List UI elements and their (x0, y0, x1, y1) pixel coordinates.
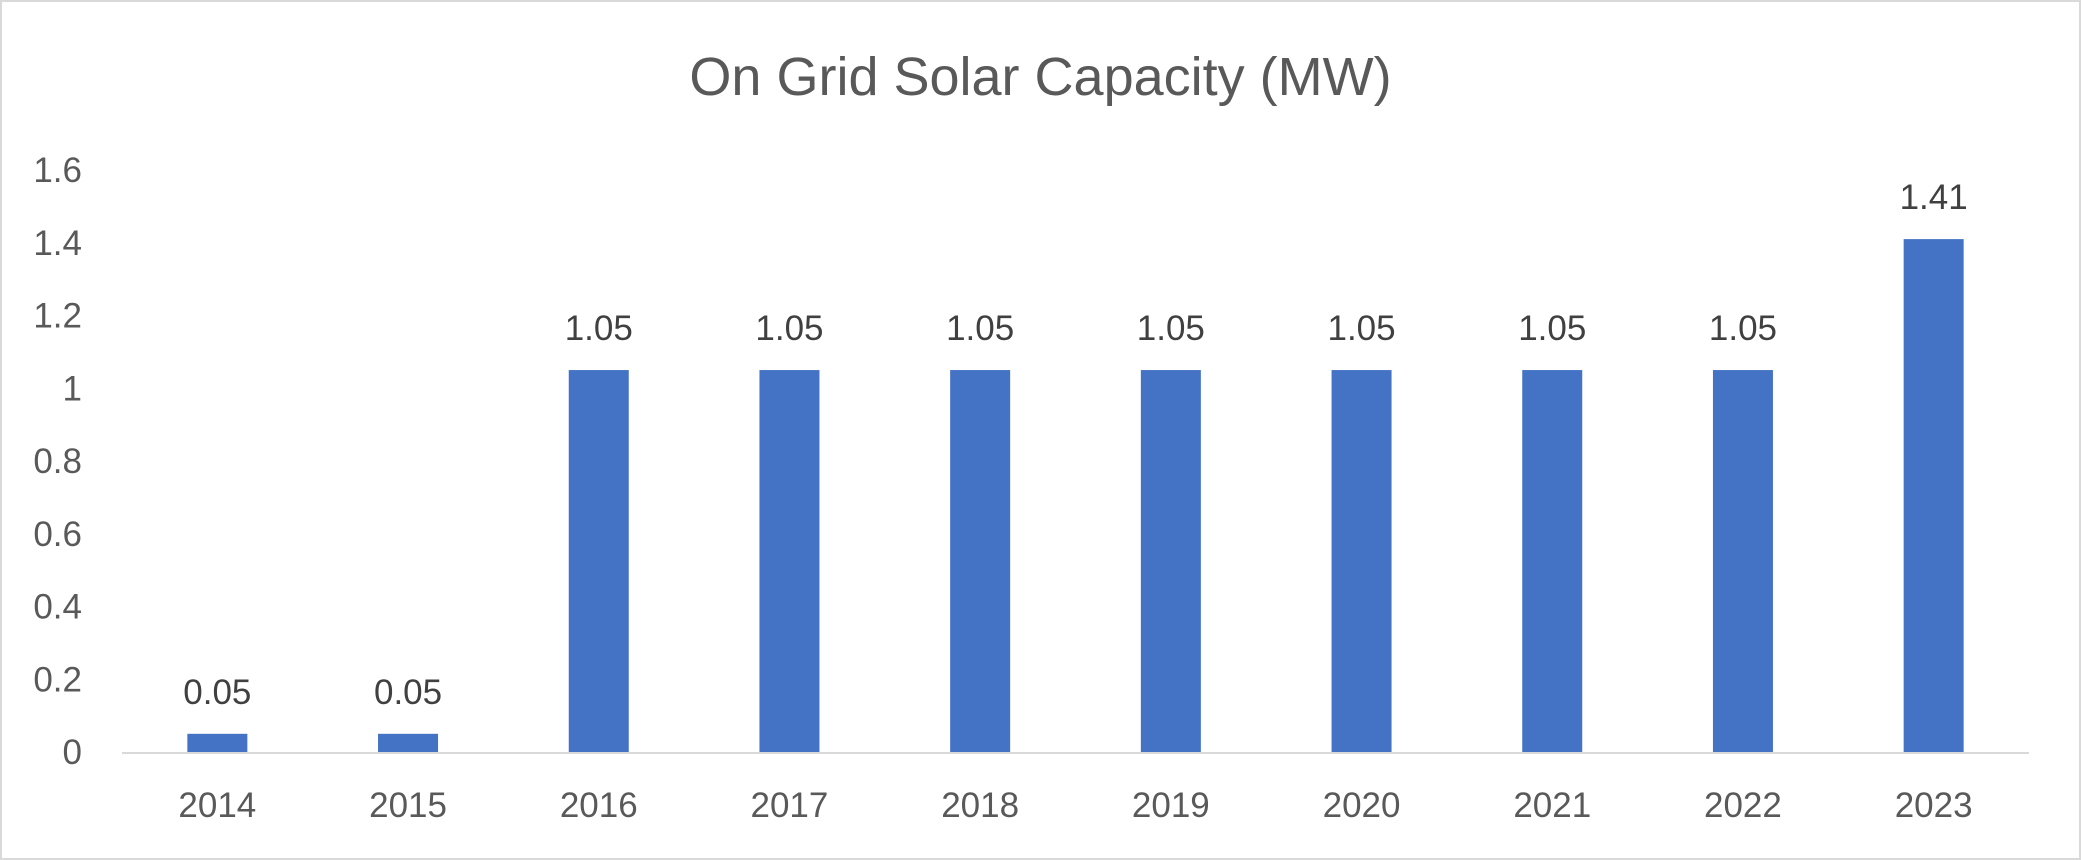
x-tick-label: 2019 (1132, 786, 1210, 825)
x-axis-ticks: 2014 2015 2016 2017 2018 2019 2020 2021 2022 2023 (178, 786, 1972, 825)
x-tick-label: 2017 (751, 786, 829, 825)
data-label-2015: 0.05 (374, 673, 442, 712)
bar-2020 (1331, 370, 1392, 752)
data-label-2019: 1.05 (1137, 309, 1205, 348)
bar-2019 (1140, 370, 1201, 752)
data-label-2020: 1.05 (1327, 309, 1395, 348)
x-tick-label: 2023 (1895, 786, 1973, 825)
data-labels: 0.05 0.05 1.05 1.05 1.05 1.05 1.05 1.05 1.05 1.41 (183, 178, 1967, 712)
data-label-2018: 1.05 (946, 309, 1014, 348)
y-axis-ticks: 0 0.2 0.4 0.6 0.8 1 1.2 1.4 1.6 (33, 151, 82, 772)
y-tick-label: 0.2 (33, 660, 82, 699)
y-tick-label: 0.4 (33, 588, 82, 627)
chart-title: On Grid Solar Capacity (MW) (689, 47, 1392, 107)
data-label-2014: 0.05 (183, 673, 251, 712)
bar-2015 (378, 733, 439, 752)
bar-2023 (1903, 239, 1964, 753)
x-tick-label: 2021 (1513, 786, 1591, 825)
bar-2014 (187, 733, 248, 752)
x-tick-label: 2014 (178, 786, 256, 825)
y-tick-label: 1.2 (33, 297, 82, 336)
bar-2021 (1522, 370, 1583, 752)
bars (187, 239, 1964, 753)
y-tick-label: 1 (63, 369, 82, 408)
data-label-2021: 1.05 (1518, 309, 1586, 348)
x-tick-label: 2018 (941, 786, 1019, 825)
bar-2016 (568, 370, 629, 752)
x-tick-label: 2020 (1323, 786, 1401, 825)
y-tick-label: 0.6 (33, 515, 82, 554)
bar-2018 (950, 370, 1011, 752)
y-tick-label: 0.8 (33, 442, 82, 481)
x-tick-label: 2015 (369, 786, 447, 825)
x-tick-label: 2022 (1704, 786, 1782, 825)
bar-2017 (759, 370, 820, 752)
y-tick-label: 1.6 (33, 151, 82, 190)
y-tick-label: 0 (63, 733, 82, 772)
x-tick-label: 2016 (560, 786, 638, 825)
data-label-2022: 1.05 (1709, 309, 1777, 348)
y-tick-label: 1.4 (33, 224, 82, 263)
data-label-2017: 1.05 (755, 309, 823, 348)
bar-2022 (1712, 370, 1773, 752)
data-label-2016: 1.05 (565, 309, 633, 348)
data-label-2023: 1.41 (1900, 178, 1968, 217)
